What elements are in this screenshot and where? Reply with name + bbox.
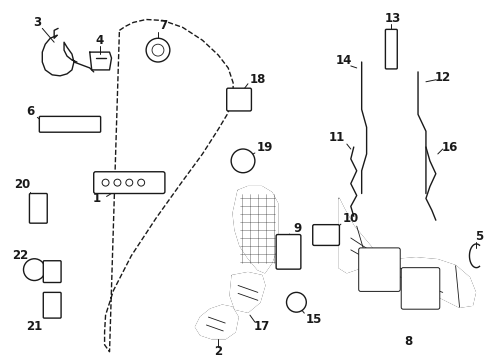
FancyBboxPatch shape [39, 116, 101, 132]
Circle shape [114, 179, 121, 186]
FancyBboxPatch shape [400, 268, 439, 309]
Text: 22: 22 [12, 249, 29, 262]
FancyBboxPatch shape [276, 235, 300, 269]
Text: 21: 21 [26, 320, 42, 333]
Text: 5: 5 [474, 230, 483, 243]
Text: 19: 19 [256, 140, 272, 153]
Text: 14: 14 [335, 54, 351, 67]
Text: 15: 15 [305, 312, 322, 325]
FancyBboxPatch shape [358, 248, 399, 291]
Circle shape [152, 44, 163, 56]
Text: 9: 9 [293, 222, 301, 235]
Text: 3: 3 [33, 16, 41, 29]
Text: 16: 16 [441, 140, 457, 153]
Text: 1: 1 [92, 192, 101, 205]
FancyBboxPatch shape [226, 88, 251, 111]
Circle shape [146, 38, 169, 62]
Text: 17: 17 [253, 320, 269, 333]
FancyBboxPatch shape [385, 30, 396, 69]
Text: 8: 8 [403, 335, 411, 348]
FancyBboxPatch shape [29, 194, 47, 223]
FancyBboxPatch shape [43, 261, 61, 283]
FancyBboxPatch shape [312, 225, 339, 246]
Text: 7: 7 [159, 19, 166, 32]
FancyBboxPatch shape [43, 292, 61, 318]
Circle shape [286, 292, 305, 312]
Text: 10: 10 [342, 212, 358, 225]
Text: 13: 13 [385, 12, 401, 25]
Circle shape [23, 259, 45, 280]
Polygon shape [338, 198, 474, 307]
Text: 6: 6 [26, 105, 35, 118]
Circle shape [138, 179, 144, 186]
FancyBboxPatch shape [94, 172, 164, 194]
Circle shape [102, 179, 109, 186]
Circle shape [231, 149, 254, 173]
Text: 12: 12 [434, 71, 450, 84]
Polygon shape [230, 273, 264, 312]
Circle shape [125, 179, 133, 186]
Text: 18: 18 [249, 73, 265, 86]
Text: 20: 20 [14, 178, 31, 191]
Text: 2: 2 [214, 345, 222, 358]
Polygon shape [233, 186, 277, 273]
Text: 4: 4 [95, 34, 103, 47]
Text: 11: 11 [328, 131, 345, 144]
Polygon shape [195, 305, 238, 339]
